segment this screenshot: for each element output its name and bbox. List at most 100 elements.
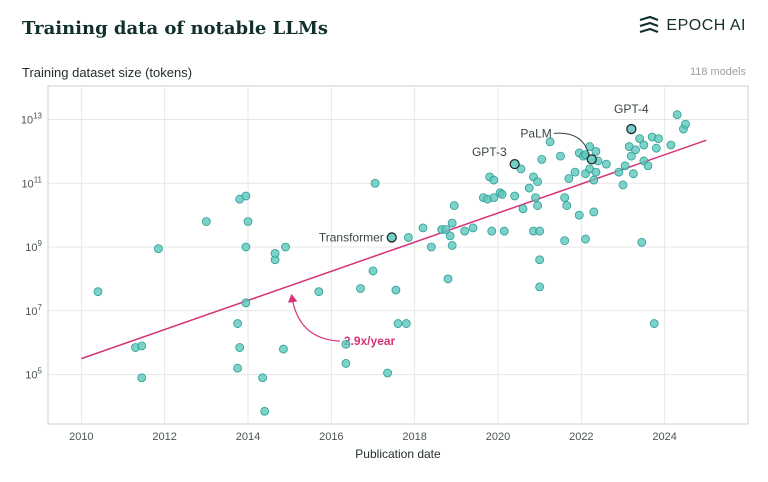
data-point [672,110,682,120]
data-point [614,167,624,177]
data-point [391,285,401,295]
axis-ticks: 2010 2012 2014 2016 2018 2020 2022 2024 105 107 10… [21,111,677,443]
data-point [449,201,459,210]
data-point [270,249,280,258]
data-point [518,204,528,214]
data-point [447,218,457,228]
data-point [589,207,599,217]
highlighted-point [586,154,597,165]
data-point [233,363,242,373]
y-tick-label: 1011 [21,175,42,190]
model-label: GPT-4 [614,102,649,116]
data-point [487,226,497,236]
data-point [643,161,653,171]
x-tick-label: 2024 [652,431,676,443]
data-point [581,234,590,244]
data-point [510,191,520,201]
data-point [564,174,574,183]
data-point [241,191,251,201]
model-label: PaLM [520,126,551,140]
data-point [533,177,542,187]
data-point [681,119,690,129]
x-tick-label: 2012 [152,431,176,443]
data-point [591,146,601,156]
brand-name: EPOCH AI [666,17,746,34]
data-point [556,151,565,161]
data-point [368,266,378,276]
data-point [570,167,580,177]
highlighted-point [509,158,520,170]
data-point [560,236,570,246]
data-points [93,110,690,416]
data-point [356,284,365,293]
highlighted-models: Transformer GPT-3 PaLM GPT-4 [319,102,649,244]
data-point [629,169,638,179]
data-point [618,180,628,190]
model-count: 118 models [689,66,746,78]
data-point [137,373,147,383]
data-point [666,140,676,150]
data-point [370,178,380,188]
data-point [560,193,570,203]
data-point [535,255,545,265]
x-tick-label: 2010 [69,431,93,443]
y-axis-title: Training dataset size (tokens) [22,65,193,80]
data-point [401,319,411,328]
data-point [601,159,611,169]
highlighted-point [386,232,397,243]
label-leader-line [553,132,590,156]
data-point [241,242,251,252]
data-point [637,237,647,247]
data-point [243,217,253,226]
data-point [545,137,555,147]
y-tick-label: 109 [25,239,42,254]
data-point [460,226,470,236]
data-point [393,319,403,328]
data-point [241,298,251,308]
data-point [443,274,453,284]
data-point [654,134,663,144]
trend-line [81,139,707,360]
x-tick-label: 2022 [569,431,593,443]
data-point [635,134,645,144]
data-point [535,226,545,236]
data-point [497,190,507,199]
data-point [314,287,324,297]
data-point [468,223,478,233]
plot-area [47,85,749,425]
data-point [489,175,499,185]
data-point [341,359,351,368]
trend-label: 2.9x/year [344,334,396,348]
data-point [631,145,640,155]
data-point [649,319,659,328]
data-point [562,201,572,210]
data-point [626,151,636,161]
data-point [524,183,534,193]
x-tick-label: 2016 [319,431,343,443]
y-tick-label: 107 [25,303,42,318]
epoch-logo-icon [640,16,659,34]
data-point [489,193,499,203]
data-point [441,225,451,234]
data-point [426,242,436,252]
x-tick-label: 2014 [236,431,260,443]
model-label: GPT-3 [472,145,507,159]
trend-annotation-arrow [287,293,340,342]
data-point [281,242,290,252]
gridlines [48,86,748,424]
data-point [137,341,147,351]
data-point [591,167,601,177]
data-point [620,161,630,171]
data-point [651,143,661,153]
data-point [531,193,540,203]
data-point [574,210,584,220]
model-label: Transformer [319,230,384,244]
data-point [93,287,103,297]
data-point [154,244,163,254]
data-point [535,282,545,292]
data-point [279,344,288,354]
data-point [533,201,542,210]
data-point [418,223,428,233]
x-axis-label: Publication date [355,447,441,461]
